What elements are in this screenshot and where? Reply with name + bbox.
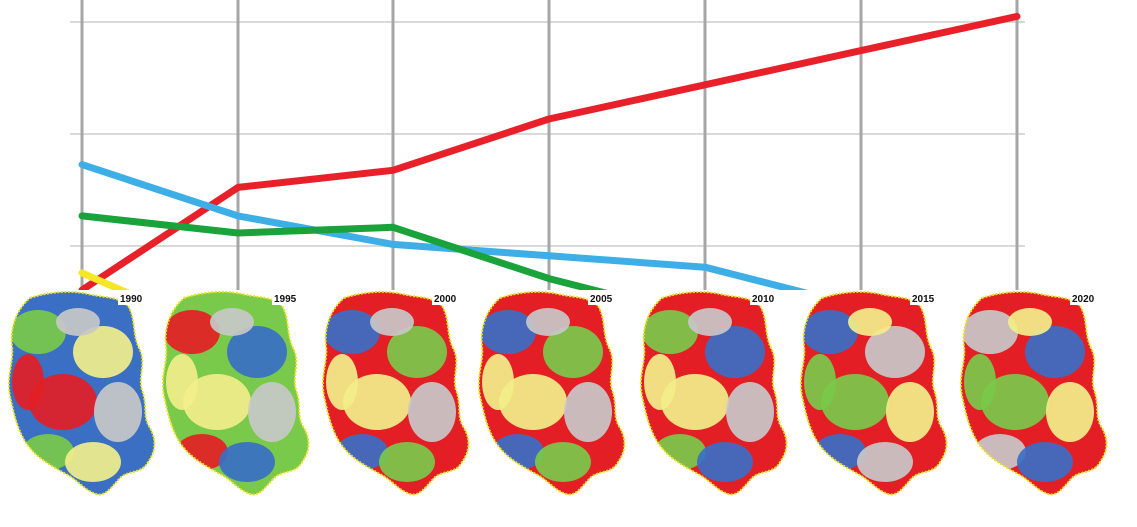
- series-line-0: [78, 12, 1021, 290]
- series-line-2: [78, 212, 608, 290]
- land-cover-map-2020: [959, 290, 1108, 496]
- year-label-2020: 2020: [1070, 294, 1097, 305]
- year-label-2010: 2010: [750, 294, 777, 305]
- year-label-2015: 2015: [910, 294, 937, 305]
- year-label-1990: 1990: [118, 294, 145, 305]
- grid-layer: [70, 0, 1025, 290]
- land-cover-map-1995: [161, 290, 310, 496]
- series-line-1: [78, 161, 809, 290]
- land-cover-map-1990: [7, 290, 156, 496]
- maps-layer: [7, 290, 1108, 496]
- land-cover-map-2000: [321, 290, 470, 496]
- land-cover-map-2005: [477, 290, 626, 496]
- year-label-1995: 1995: [272, 294, 299, 305]
- year-label-2000: 2000: [432, 294, 459, 305]
- year-label-2005: 2005: [588, 294, 615, 305]
- land-cover-map-2015: [799, 290, 948, 496]
- land-cover-map-2010: [639, 290, 788, 496]
- series-layer: [78, 12, 1021, 290]
